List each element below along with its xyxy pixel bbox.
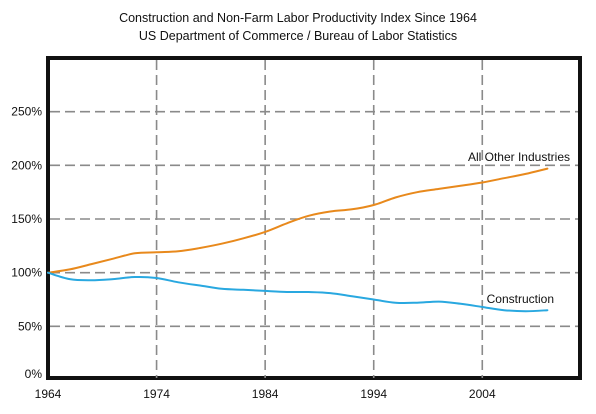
grid-lines xyxy=(50,60,578,378)
x-tick-label: 1994 xyxy=(360,387,387,401)
series-label-construction: Construction xyxy=(487,292,554,306)
series-labels: All Other Industries Construction xyxy=(468,150,570,306)
chart-subtitle: US Department of Commerce / Bureau of La… xyxy=(139,29,457,43)
x-axis-tick-labels: 1964 1974 1984 1994 2004 xyxy=(35,387,496,401)
chart-title: Construction and Non-Farm Labor Producti… xyxy=(119,11,477,25)
y-axis-tick-labels: 0% 50% 100% 150% 200% 250% xyxy=(11,105,42,381)
x-tick-label: 1974 xyxy=(143,387,170,401)
series-label-all-other-industries: All Other Industries xyxy=(468,150,570,164)
y-tick-label: 0% xyxy=(25,367,43,381)
series-line-construction xyxy=(47,271,549,313)
y-tick-label: 50% xyxy=(18,319,42,333)
plot-area xyxy=(46,56,582,380)
y-tick-label: 150% xyxy=(11,212,42,226)
x-tick-label: 1964 xyxy=(35,387,62,401)
y-tick-label: 250% xyxy=(11,105,42,119)
x-tick-label: 1984 xyxy=(252,387,279,401)
y-tick-label: 100% xyxy=(11,266,42,280)
x-tick-label: 2004 xyxy=(469,387,496,401)
y-tick-label: 200% xyxy=(11,158,42,172)
series-lines xyxy=(47,167,549,313)
series-line-all-other-industries xyxy=(47,167,549,274)
